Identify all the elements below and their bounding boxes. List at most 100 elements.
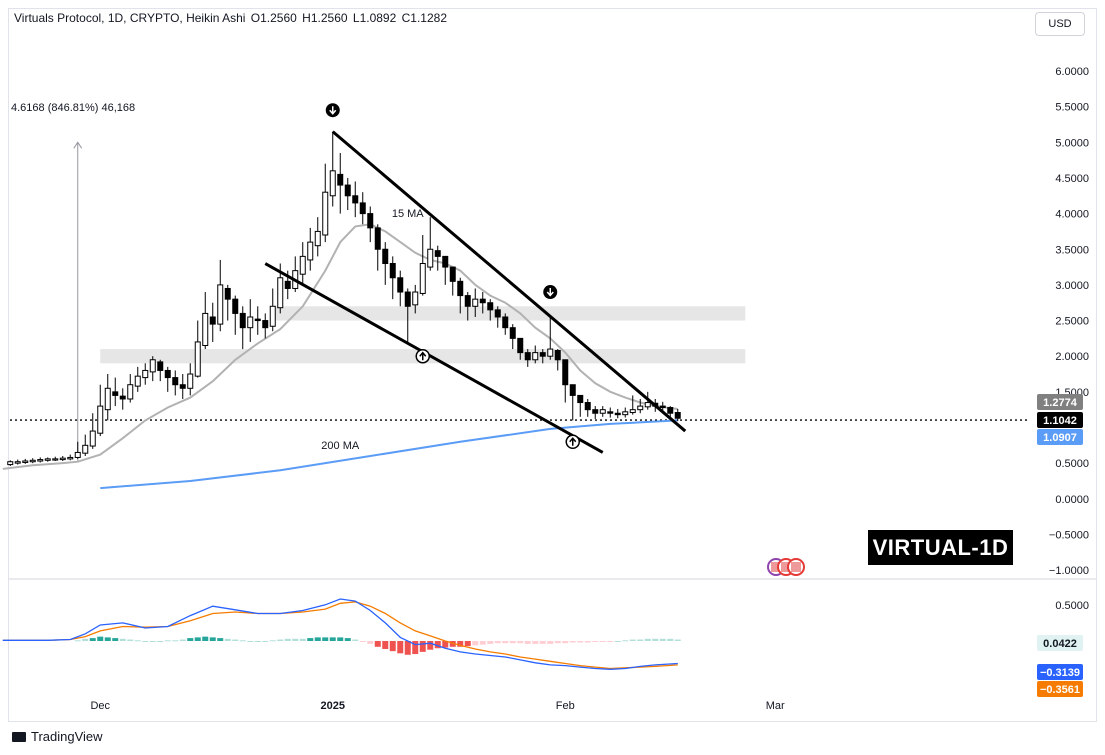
ohlc-open: O1.2560 [250,11,297,25]
ohlc-close: C1.1282 [401,11,447,25]
candle-body [284,280,291,289]
symbol-header: Virtuals Protocol, 1D, CRYPTO, Heikin As… [14,11,449,25]
ohlc-low: L1.0892 [352,11,397,25]
macd-tag-label: −0.3561 [1040,684,1080,696]
macd-histogram-bar [442,641,449,648]
price-tag-label: 1.2774 [1043,397,1078,409]
candle-body [494,309,501,318]
candle-body [262,320,269,329]
macd-histogram-bar [254,641,261,642]
candle-body [179,384,186,389]
macd-histogram-bar [337,637,344,641]
candle-body [89,430,96,447]
macd-histogram-bar [149,641,156,642]
macd-histogram-bar [449,641,456,647]
candle-body [44,458,51,461]
candle-body [389,263,396,279]
candle-body [599,409,606,414]
macd-histogram-bar [599,641,606,642]
macd-histogram-bar [187,638,194,641]
candle-body [442,255,449,268]
macd-tag-1 [1037,664,1083,680]
candle-body [254,318,261,322]
candle-body [487,302,494,311]
candle-body [232,298,239,314]
candle-body [194,341,201,377]
candle-body [637,405,644,411]
candle-body [134,375,141,387]
candle-body [622,411,629,416]
macd-histogram-bar [299,638,306,641]
arrow-up-glyph [419,351,427,361]
event-flag-fill [771,562,781,572]
candle-body [119,395,126,400]
macd-histogram-bar [314,637,321,641]
macd-histogram-bar [562,641,569,644]
symbol-title[interactable]: Virtuals Protocol, 1D, CRYPTO, Heikin As… [14,11,246,25]
arrow-down-glyph [546,288,554,297]
arrow-down-glyph [329,106,337,115]
macd-histogram-bar [209,637,216,641]
event-flag-fill [781,562,791,572]
y-tick-label: 2.0000 [1055,351,1089,363]
candle-body [14,461,21,464]
macd-histogram-bar [427,641,434,650]
y-tick-label: 2.5000 [1055,316,1089,328]
macd-histogram-bar [577,641,584,643]
macd-histogram-bar [659,638,666,641]
candle-body [164,369,171,379]
candle-body [37,459,44,462]
candle-body [419,263,426,294]
candle-body [592,409,599,414]
macd-histogram-bar [539,641,546,644]
macd-histogram-bar [322,637,329,641]
macd-histogram-bar [494,641,501,644]
ma200-label: 200 MA [321,440,360,452]
candle-body [239,312,246,329]
candle-body [29,459,36,463]
candle-body [577,394,584,404]
x-tick-label: Mar [766,700,785,712]
candle-body [539,352,546,357]
support-trendline [264,262,604,454]
macd-tag-0 [1037,635,1083,651]
candle-body [397,277,404,293]
resistance-trendline [331,130,687,433]
candle-body [554,349,561,361]
macd-histogram-bar [217,638,224,641]
macd-histogram-bar [74,640,81,642]
macd-histogram-bar [487,641,494,644]
candle-body [547,348,554,357]
candle-body [22,460,29,463]
macd-histogram-bar [397,641,404,654]
macd-histogram-bar [607,641,614,642]
macd-histogram-bar [457,641,464,647]
candle-body [7,461,14,466]
macd-histogram-bar [614,641,621,642]
macd-histogram-bar [524,641,531,644]
macd-histogram-bar [127,639,134,641]
macd-histogram-bar [629,639,636,641]
macd-histogram-bar [472,641,479,646]
candle-body [217,284,224,325]
macd-histogram-bar [412,641,419,655]
x-tick-label: 2025 [321,700,345,712]
x-tick-label: Feb [556,700,575,712]
macd-histogram-bar [344,638,351,641]
macd-histogram-bar [592,641,599,642]
macd-histogram-bar [637,639,644,641]
x-tick-label: Dec [90,700,110,712]
ma200-line [100,419,678,490]
candle-body [614,412,621,416]
candle-body [644,402,651,408]
candle-body [412,291,419,306]
macd-histogram-bar [569,641,576,643]
y-tick-label: −1.0000 [1049,565,1089,577]
candle-body [82,444,89,454]
candle-body [434,250,441,257]
macd-histogram-bar [179,639,186,641]
currency-button[interactable]: USD [1035,12,1085,36]
macd-histogram-bar [232,639,239,641]
tradingview-logo[interactable]: TradingView [12,729,103,744]
